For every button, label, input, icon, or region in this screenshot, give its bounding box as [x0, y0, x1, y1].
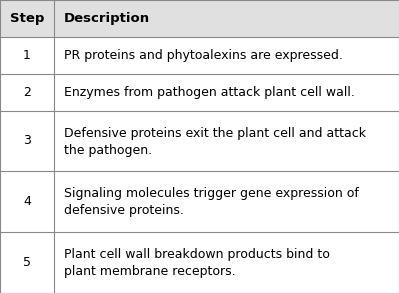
Text: 4: 4 — [23, 195, 31, 208]
Text: 5: 5 — [23, 256, 31, 269]
Text: Description: Description — [64, 12, 150, 25]
Bar — [0, 110, 399, 171]
Bar — [0, 232, 399, 293]
Bar — [0, 0, 399, 37]
Text: PR proteins and phytoalexins are expressed.: PR proteins and phytoalexins are express… — [64, 49, 343, 62]
Text: 3: 3 — [23, 134, 31, 147]
Bar — [0, 37, 399, 74]
Bar — [0, 74, 399, 110]
Bar — [0, 171, 399, 232]
Text: Step: Step — [10, 12, 44, 25]
Text: Plant cell wall breakdown products bind to
plant membrane receptors.: Plant cell wall breakdown products bind … — [64, 248, 330, 278]
Text: Signaling molecules trigger gene expression of
defensive proteins.: Signaling molecules trigger gene express… — [64, 188, 359, 217]
Text: 2: 2 — [23, 86, 31, 99]
Text: Enzymes from pathogen attack plant cell wall.: Enzymes from pathogen attack plant cell … — [64, 86, 355, 99]
Text: Defensive proteins exit the plant cell and attack
the pathogen.: Defensive proteins exit the plant cell a… — [64, 127, 366, 157]
Text: 1: 1 — [23, 49, 31, 62]
